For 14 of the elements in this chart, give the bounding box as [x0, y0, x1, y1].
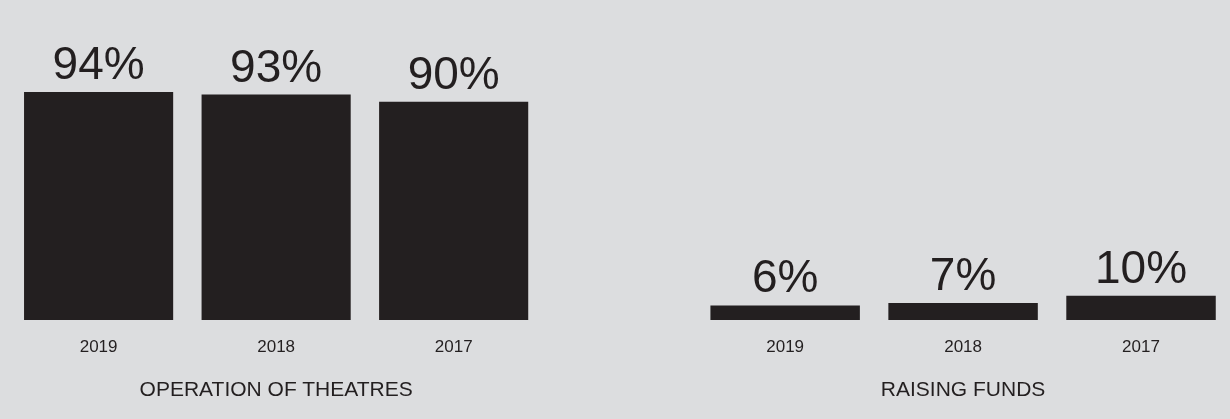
data-label: 94% — [52, 37, 145, 90]
data-label: 10% — [1094, 240, 1188, 293]
x-tick-label: 2018 — [944, 337, 982, 356]
data-label: 7% — [929, 248, 997, 301]
x-tick-label: 2017 — [1122, 337, 1160, 356]
x-axis-title: OPERATION OF THEATRES — [139, 377, 413, 401]
x-tick-label: 2019 — [766, 337, 805, 356]
x-tick-label: 2019 — [79, 337, 118, 356]
data-label: 90% — [407, 46, 500, 99]
x-axis-title: RAISING FUNDS — [880, 377, 1046, 401]
data-label: 6% — [751, 250, 819, 303]
x-tick-label: 2018 — [257, 337, 296, 356]
x-tick-label: 2017 — [434, 337, 473, 356]
data-label: 93% — [230, 39, 323, 92]
